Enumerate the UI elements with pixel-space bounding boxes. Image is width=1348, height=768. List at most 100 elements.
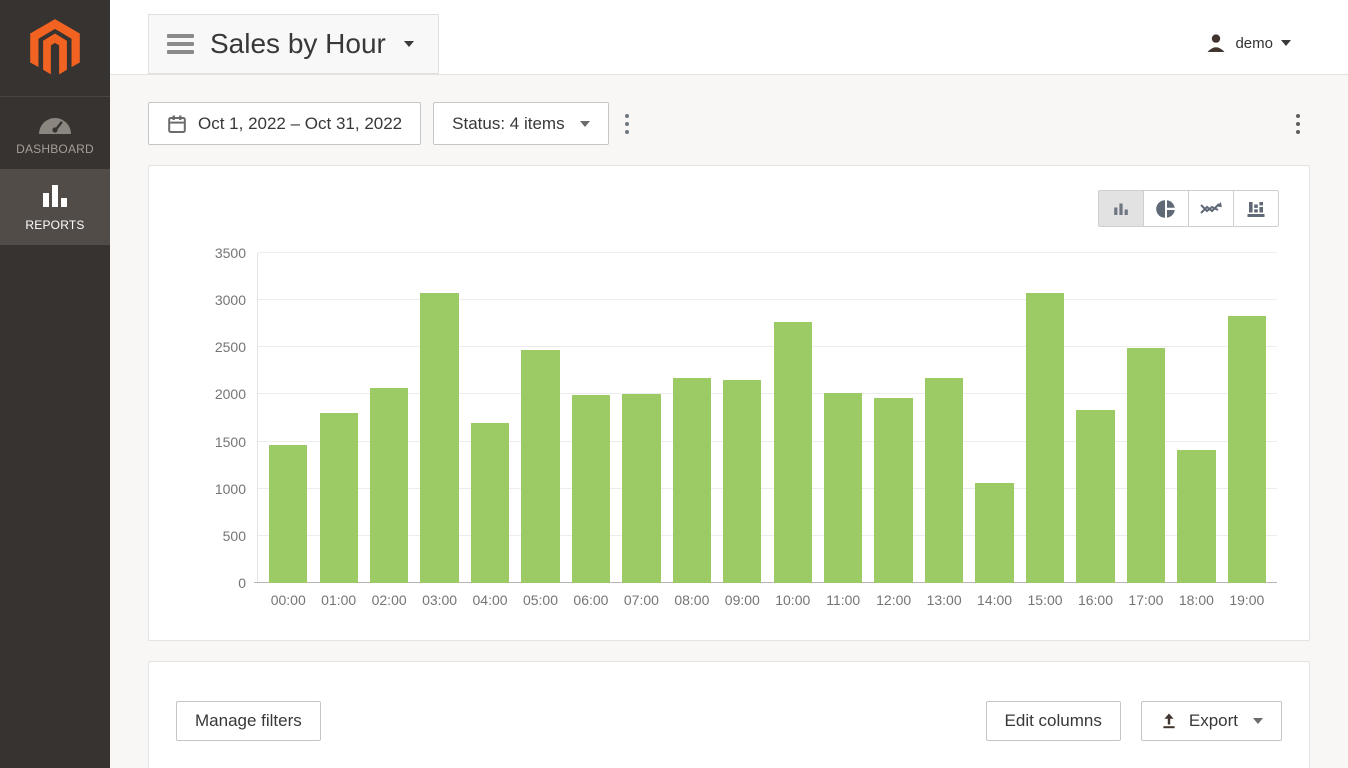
content: Oct 1, 2022 – Oct 31, 2022 Status: 4 ite… [110, 75, 1348, 768]
bar-slot [1121, 253, 1171, 583]
bar-04:00 [470, 422, 510, 583]
manage-filters-button[interactable]: Manage filters [176, 701, 321, 741]
gridline [258, 487, 1277, 489]
gridline [258, 440, 1277, 442]
filter-row: Oct 1, 2022 – Oct 31, 2022 Status: 4 ite… [148, 102, 1310, 145]
bar-18:00 [1177, 450, 1216, 583]
x-tick-label: 02:00 [371, 592, 407, 608]
upload-arrow-icon [1163, 713, 1175, 729]
user-name: demo [1235, 34, 1273, 52]
user-menu[interactable]: demo [1205, 32, 1291, 54]
bar-03:00 [420, 292, 459, 583]
x-tick-label: 19:00 [1229, 592, 1265, 608]
bar-01:00 [319, 413, 358, 583]
date-range-label: Oct 1, 2022 – Oct 31, 2022 [198, 113, 403, 133]
x-tick-label: 13:00 [926, 592, 962, 608]
bar-07:00 [622, 394, 661, 583]
bar-17:00 [1126, 348, 1166, 583]
y-tick-label: 2000 [214, 386, 246, 403]
page-title-menu[interactable]: Sales by Hour [148, 14, 439, 74]
bar-00:00 [269, 445, 308, 583]
chart-type-toolbar [179, 190, 1279, 227]
sidebar-item-dashboard[interactable]: DASHBOARD [0, 97, 110, 169]
x-tick-label: 12:00 [876, 592, 912, 608]
reports-bars-icon [43, 185, 67, 207]
edit-columns-button[interactable]: Edit columns [985, 701, 1121, 741]
x-tick-label: 00:00 [270, 592, 306, 608]
bar-08:00 [672, 378, 712, 583]
bar-09:00 [723, 380, 762, 583]
filter-kebab-menu[interactable] [615, 106, 639, 142]
chart-type-pie-button[interactable] [1143, 190, 1189, 227]
y-tick-label: 3000 [214, 292, 246, 309]
chart-type-line-button[interactable] [1188, 190, 1234, 227]
bar-slot [969, 253, 1019, 583]
bar-10:00 [773, 321, 812, 583]
bar-slot [263, 253, 313, 583]
x-tick-label: 18:00 [1178, 592, 1214, 608]
gridline [258, 346, 1277, 348]
chevron-down-icon [579, 120, 590, 127]
y-tick-label: 3500 [214, 245, 246, 261]
x-tick-label: 10:00 [775, 592, 811, 608]
calendar-icon [168, 115, 186, 133]
gridline [258, 299, 1277, 301]
bar-15:00 [1025, 292, 1065, 583]
dashboard-gauge-icon [39, 118, 71, 134]
bar-05:00 [521, 350, 560, 583]
bar-slot [1070, 253, 1120, 583]
bar-11:00 [824, 392, 863, 583]
status-filter-button[interactable]: Status: 4 items [433, 102, 609, 145]
export-label: Export [1188, 711, 1238, 730]
chart-plot: 0 500 1000 1500 2000 2500 3000 3500 [215, 245, 1277, 591]
manage-filters-label: Manage filters [195, 711, 302, 730]
export-button[interactable]: Export [1140, 701, 1282, 741]
y-tick-label: 1500 [214, 433, 246, 450]
chart: 0 500 1000 1500 2000 2500 3000 3500 00:00 01:00 0… [179, 245, 1279, 608]
line-chart-icon [1200, 201, 1222, 214]
magento-logo[interactable] [0, 0, 110, 97]
page-title: Sales by Hour [210, 28, 386, 59]
x-tick-label: 14:00 [977, 592, 1013, 608]
bar-slot [515, 253, 565, 583]
bar-slot [768, 253, 818, 583]
bar-slot [1222, 253, 1272, 583]
y-tick-label: 500 [222, 527, 246, 544]
bar-13:00 [924, 378, 964, 583]
chart-x-axis: 00:00 01:00 02:00 03:00 04:00 05:00 06:00 07:00… [258, 592, 1277, 608]
chart-type-bar-button[interactable] [1098, 190, 1144, 227]
x-tick-label: 16:00 [1077, 592, 1113, 608]
bar-slot [818, 253, 868, 583]
bar-19:00 [1227, 316, 1266, 583]
footer-actions: Edit columns Export [985, 701, 1282, 741]
grid-kebab-menu[interactable] [1286, 106, 1310, 142]
y-tick-label: 2500 [214, 339, 246, 356]
x-tick-label: 08:00 [674, 592, 710, 608]
bar-slot [919, 253, 969, 583]
chart-type-table-button[interactable] [1233, 190, 1279, 227]
gridline [258, 393, 1277, 395]
chevron-down-icon [403, 41, 414, 47]
bar-02:00 [369, 387, 409, 583]
x-tick-label: 11:00 [826, 592, 861, 608]
table-chart-icon [1247, 201, 1265, 217]
chart-card: 0 500 1000 1500 2000 2500 3000 3500 00:00 01:00 0… [148, 165, 1310, 641]
bar-slot [868, 253, 918, 583]
bar-slot [1171, 253, 1221, 583]
x-tick-label: 04:00 [472, 592, 508, 608]
edit-columns-label: Edit columns [1004, 711, 1102, 730]
sidebar: DASHBOARD REPORTS [0, 0, 110, 768]
gridline [258, 252, 1277, 253]
person-icon [1207, 34, 1225, 52]
x-tick-label: 03:00 [422, 592, 458, 608]
sidebar-item-reports[interactable]: REPORTS [0, 169, 110, 245]
bar-slot [1020, 253, 1070, 583]
bar-16:00 [1076, 409, 1115, 583]
bar-slot [717, 253, 767, 583]
main-area: Sales by Hour demo Oct 1, 2022 – Oc [110, 0, 1348, 768]
date-range-button[interactable]: Oct 1, 2022 – Oct 31, 2022 [148, 102, 422, 145]
bar-14:00 [975, 483, 1014, 583]
bar-06:00 [571, 395, 611, 583]
y-tick-label: 1000 [214, 480, 246, 497]
bar-slot [465, 253, 515, 583]
